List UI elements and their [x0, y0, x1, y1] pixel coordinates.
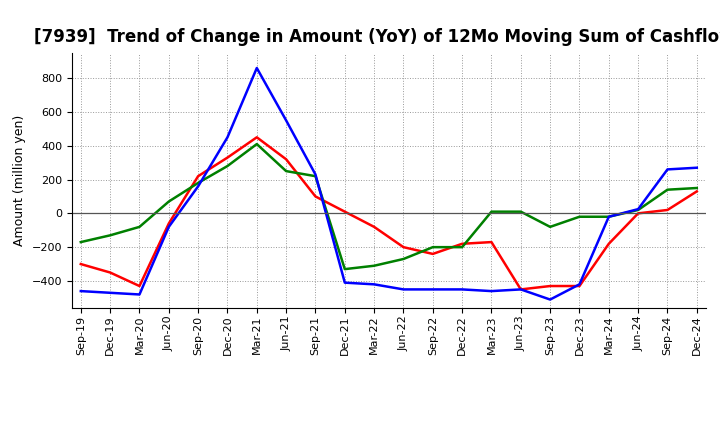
Free Cashflow [370, 282, 379, 287]
Operating Cashflow [253, 135, 261, 140]
Free Cashflow [428, 287, 437, 292]
Free Cashflow [546, 297, 554, 302]
Operating Cashflow [575, 283, 584, 289]
Operating Cashflow [487, 239, 496, 245]
Free Cashflow [399, 287, 408, 292]
Free Cashflow [164, 224, 173, 230]
Investing Cashflow [164, 199, 173, 204]
Y-axis label: Amount (million yen): Amount (million yen) [13, 115, 26, 246]
Investing Cashflow [428, 245, 437, 250]
Investing Cashflow [106, 233, 114, 238]
Free Cashflow [458, 287, 467, 292]
Investing Cashflow [487, 209, 496, 214]
Operating Cashflow [341, 209, 349, 214]
Investing Cashflow [575, 214, 584, 220]
Investing Cashflow [605, 214, 613, 220]
Free Cashflow [516, 287, 525, 292]
Line: Operating Cashflow: Operating Cashflow [81, 137, 697, 290]
Investing Cashflow [634, 207, 642, 213]
Operating Cashflow [663, 207, 672, 213]
Free Cashflow [634, 206, 642, 212]
Free Cashflow [135, 292, 144, 297]
Investing Cashflow [663, 187, 672, 192]
Free Cashflow [487, 289, 496, 294]
Investing Cashflow [223, 163, 232, 169]
Investing Cashflow [76, 239, 85, 245]
Operating Cashflow [76, 261, 85, 267]
Free Cashflow [76, 289, 85, 294]
Free Cashflow [282, 118, 290, 123]
Investing Cashflow [546, 224, 554, 230]
Investing Cashflow [516, 209, 525, 214]
Line: Free Cashflow: Free Cashflow [81, 68, 697, 300]
Operating Cashflow [223, 155, 232, 160]
Operating Cashflow [458, 241, 467, 246]
Operating Cashflow [546, 283, 554, 289]
Investing Cashflow [282, 169, 290, 174]
Operating Cashflow [164, 221, 173, 226]
Investing Cashflow [458, 245, 467, 250]
Free Cashflow [106, 290, 114, 295]
Operating Cashflow [516, 287, 525, 292]
Free Cashflow [663, 167, 672, 172]
Line: Investing Cashflow: Investing Cashflow [81, 144, 697, 269]
Investing Cashflow [194, 180, 202, 186]
Operating Cashflow [282, 157, 290, 162]
Operating Cashflow [693, 189, 701, 194]
Operating Cashflow [135, 283, 144, 289]
Free Cashflow [311, 172, 320, 177]
Investing Cashflow [399, 257, 408, 262]
Free Cashflow [341, 280, 349, 285]
Operating Cashflow [428, 251, 437, 257]
Operating Cashflow [194, 173, 202, 179]
Free Cashflow [575, 282, 584, 287]
Investing Cashflow [341, 267, 349, 272]
Free Cashflow [605, 214, 613, 220]
Operating Cashflow [106, 270, 114, 275]
Operating Cashflow [634, 211, 642, 216]
Free Cashflow [194, 183, 202, 189]
Investing Cashflow [135, 224, 144, 230]
Operating Cashflow [399, 245, 408, 250]
Title: [7939]  Trend of Change in Amount (YoY) of 12Mo Moving Sum of Cashflows: [7939] Trend of Change in Amount (YoY) o… [34, 28, 720, 46]
Investing Cashflow [253, 141, 261, 147]
Operating Cashflow [605, 241, 613, 246]
Investing Cashflow [311, 173, 320, 179]
Investing Cashflow [370, 263, 379, 268]
Free Cashflow [223, 135, 232, 140]
Operating Cashflow [311, 194, 320, 199]
Investing Cashflow [693, 185, 701, 191]
Free Cashflow [693, 165, 701, 170]
Free Cashflow [253, 66, 261, 71]
Operating Cashflow [370, 224, 379, 230]
